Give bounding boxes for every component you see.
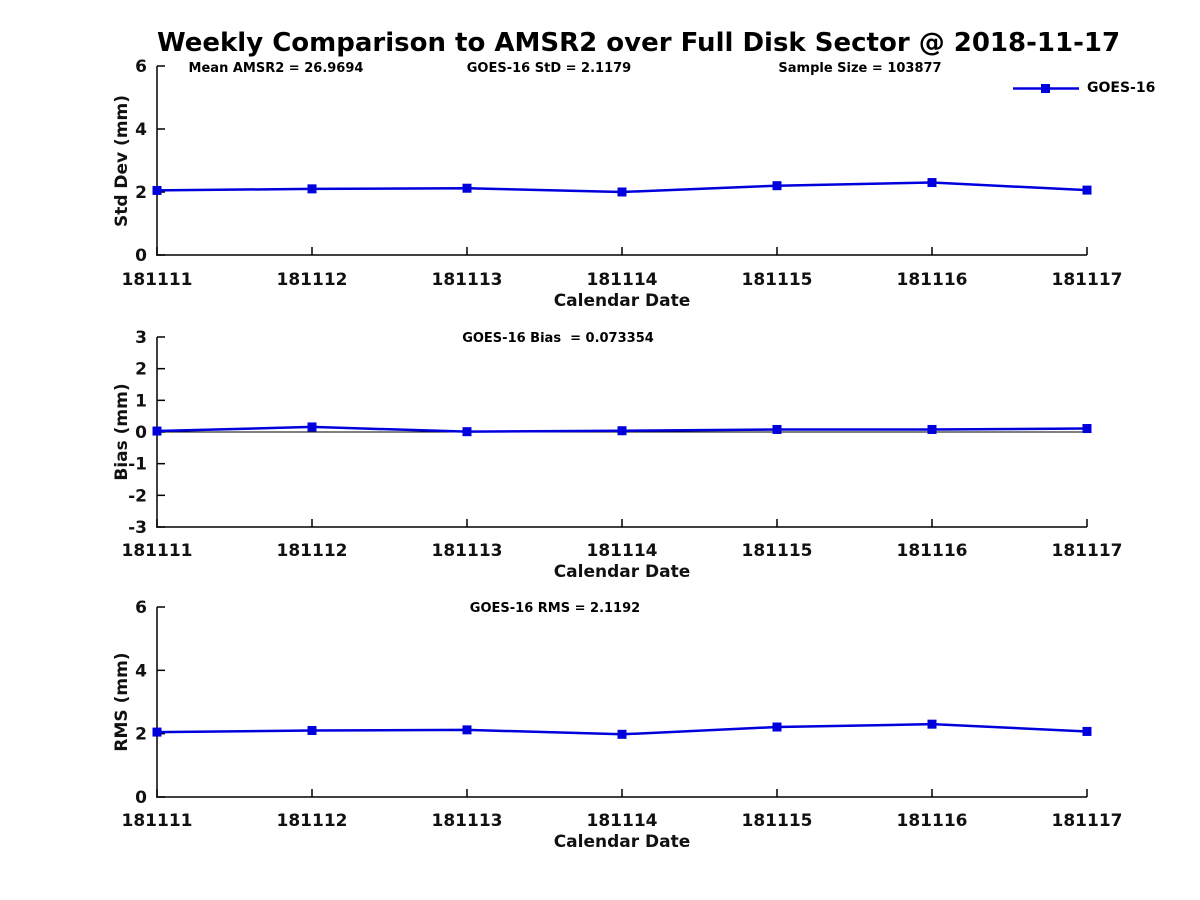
data-point	[1082, 726, 1092, 736]
figure-title: Weekly Comparison to AMSR2 over Full Dis…	[157, 28, 1121, 58]
x-tick-label: 181114	[587, 541, 658, 561]
y-tick-label: 0	[135, 423, 147, 443]
data-point	[307, 422, 317, 432]
y-tick-label: 4	[135, 120, 147, 140]
y-tick-label: 0	[135, 246, 147, 266]
legend-line-marker-icon	[1013, 83, 1079, 93]
x-tick-label: 181117	[1052, 541, 1123, 561]
data-point	[152, 426, 162, 436]
data-point	[462, 427, 472, 437]
x-tick-label: 181113	[432, 541, 503, 561]
data-point	[772, 424, 782, 434]
y-tick-label: 2	[135, 360, 147, 380]
data-point	[307, 726, 317, 735]
x-tick-label: 181111	[122, 270, 193, 290]
x-tick-label: 181116	[897, 270, 968, 290]
x-tick-label: 181112	[277, 811, 348, 831]
y-tick-label: 2	[135, 725, 147, 745]
data-point	[1082, 185, 1092, 195]
y-tick-label: -2	[128, 486, 147, 506]
x-tick-label: 181117	[1052, 270, 1123, 290]
legend-label: GOES-16	[1087, 80, 1156, 96]
x-tick-label: 181116	[897, 541, 968, 561]
x-tick-label: 181116	[897, 811, 968, 831]
x-tick-label: 181113	[432, 811, 503, 831]
data-point	[772, 181, 782, 191]
y-tick-label: 6	[135, 57, 147, 77]
data-point	[1082, 424, 1092, 434]
y-tick-label: 6	[135, 598, 147, 618]
data-point	[617, 426, 627, 436]
data-point	[617, 729, 627, 739]
data-point	[307, 184, 317, 194]
data-point	[462, 183, 472, 193]
data-point	[772, 722, 782, 732]
annotation-mean-amsr2: Mean AMSR2 = 26.9694	[188, 61, 364, 76]
data-point	[927, 178, 937, 188]
y-tick-label: -1	[128, 455, 147, 475]
annotation-sample-size: Sample Size = 103877	[778, 61, 942, 76]
x-tick-label: 181114	[587, 270, 658, 290]
data-point	[927, 719, 937, 729]
y-tick-label: 2	[135, 183, 147, 203]
x-axis-label-top: Calendar Date	[553, 291, 691, 311]
x-tick-label: 181115	[742, 811, 813, 831]
y-tick-label: 3	[135, 328, 147, 348]
data-point	[462, 725, 472, 735]
x-tick-label: 181112	[277, 270, 348, 290]
x-tick-label: 181112	[277, 541, 348, 561]
y-tick-label: 4	[135, 661, 147, 681]
data-point	[152, 727, 162, 737]
x-tick-label: 181115	[742, 270, 813, 290]
y-tick-label: 0	[135, 788, 147, 808]
data-point	[152, 185, 162, 195]
x-tick-label: 181111	[122, 811, 193, 831]
data-point	[617, 187, 627, 197]
x-tick-label: 181115	[742, 541, 813, 561]
data-point	[927, 424, 937, 434]
legend: GOES-16	[1012, 80, 1155, 96]
y-tick-label: 1	[135, 391, 147, 411]
x-tick-label: 181117	[1052, 811, 1123, 831]
y-tick-label: -3	[128, 518, 147, 538]
x-tick-label: 181111	[122, 541, 193, 561]
annotation-goes16-rms: GOES-16 RMS = 2.1192	[469, 601, 641, 616]
x-tick-label: 181114	[587, 811, 658, 831]
x-axis-label-bottom: Calendar Date	[553, 832, 691, 852]
annotation-goes16-std: GOES-16 StD = 2.1179	[466, 61, 632, 76]
x-tick-label: 181113	[432, 270, 503, 290]
x-axis-label-middle: Calendar Date	[553, 562, 691, 582]
annotation-goes16-bias: GOES-16 Bias = 0.073354	[462, 331, 654, 346]
